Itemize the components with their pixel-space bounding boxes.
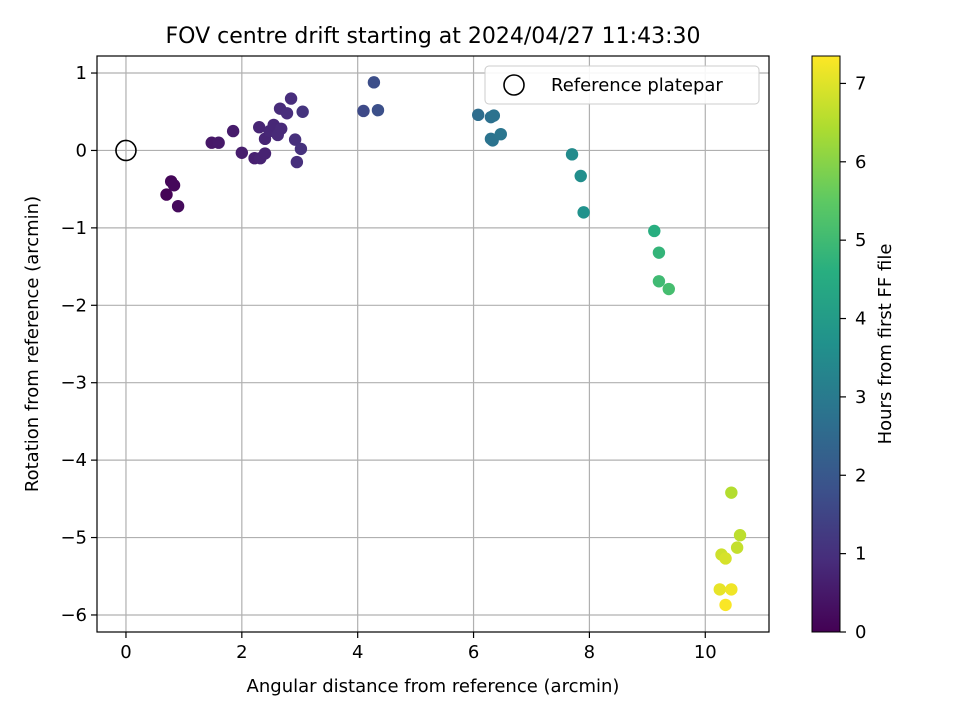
x-tick-label: 8 — [584, 642, 595, 663]
data-point — [288, 133, 302, 146]
data-point — [294, 142, 308, 156]
data-point — [471, 108, 485, 122]
data-point — [719, 552, 732, 565]
y-tick-label: −5 — [60, 528, 87, 549]
data-point — [226, 124, 240, 138]
colorbar-tick-label: 3 — [855, 387, 866, 408]
data-point — [725, 583, 738, 596]
y-tick-label: −3 — [60, 373, 87, 394]
data-point — [212, 136, 225, 149]
colorbar-tick-label: 1 — [855, 544, 866, 565]
legend: Reference platepar — [484, 65, 760, 105]
x-tick-label: 4 — [352, 642, 363, 663]
data-point — [253, 121, 266, 134]
data-point — [284, 92, 298, 105]
colorbar-tick-label: 0 — [855, 622, 866, 643]
data-point — [290, 155, 304, 169]
data-point — [160, 188, 173, 201]
data-point — [725, 486, 738, 499]
data-point — [565, 148, 579, 161]
colorbar-label: Hours from first FF file — [875, 244, 896, 445]
data-point — [280, 107, 294, 120]
colorbar-ticks: 0 1 2 3 4 5 6 7 — [840, 73, 866, 643]
reference-platepar-marker — [115, 139, 137, 162]
data-point — [648, 224, 661, 238]
plot-frame — [96, 55, 770, 633]
data-point — [296, 105, 309, 118]
y-axis-label: Rotation from reference (arcmin) — [22, 196, 43, 492]
y-tick-label: −6 — [60, 605, 87, 626]
data-point — [167, 179, 181, 192]
legend-box — [484, 65, 760, 105]
colorbar-tick-label: 7 — [855, 73, 866, 94]
data-point — [371, 103, 385, 117]
data-point — [367, 76, 381, 89]
y-tick-label: −4 — [60, 450, 87, 471]
x-tick-label: 2 — [236, 642, 247, 663]
colorbar-gradient — [811, 55, 841, 633]
x-axis-ticks: 0 2 4 6 8 10 — [120, 632, 717, 663]
x-tick-label: 6 — [468, 642, 479, 663]
y-tick-label: −2 — [60, 295, 87, 316]
data-point — [275, 122, 288, 135]
data-point — [662, 282, 675, 296]
data-point — [487, 109, 501, 122]
data-point — [235, 146, 249, 159]
y-tick-label: 0 — [76, 140, 87, 161]
data-point — [258, 147, 272, 160]
colorbar: 0 1 2 3 4 5 6 7 Hours from first FF file — [811, 55, 896, 643]
x-tick-label: 10 — [694, 642, 717, 663]
data-point — [652, 275, 666, 288]
x-axis-label: Angular distance from reference (arcmin) — [247, 676, 620, 697]
colorbar-tick-label: 2 — [855, 465, 866, 486]
colorbar-tick-label: 4 — [855, 309, 866, 330]
data-point — [713, 583, 726, 596]
data-point — [357, 104, 370, 118]
legend-label: Reference platepar — [551, 75, 723, 96]
data-point — [733, 529, 747, 542]
data-point — [574, 169, 587, 183]
data-point — [652, 246, 666, 259]
y-tick-label: 1 — [76, 63, 87, 84]
data-points — [160, 76, 747, 612]
data-point — [719, 598, 732, 612]
y-tick-label: −1 — [60, 218, 87, 239]
colorbar-tick-label: 6 — [855, 152, 866, 173]
data-point — [577, 206, 590, 219]
chart-title: FOV centre drift starting at 2024/04/27 … — [166, 24, 701, 49]
data-point — [494, 127, 507, 141]
legend-marker — [503, 74, 525, 96]
y-axis-ticks: 1 0 −1 −2 −3 −4 −5 −6 — [60, 63, 97, 626]
gridlines — [97, 56, 769, 632]
x-tick-label: 0 — [120, 642, 131, 663]
data-point — [730, 541, 744, 554]
data-point — [171, 199, 185, 213]
colorbar-tick-label: 5 — [855, 230, 866, 251]
